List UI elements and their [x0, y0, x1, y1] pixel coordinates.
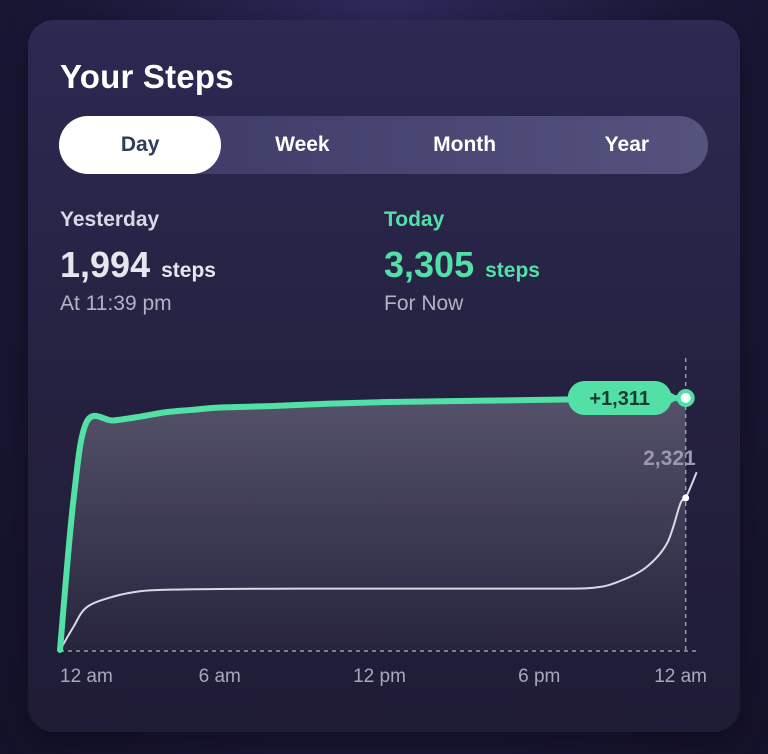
yesterday-line	[59, 472, 698, 651]
today-line	[57, 395, 689, 653]
x-tick-label: 12 pm	[353, 666, 406, 687]
yesterday-stat: Yesterday 1,994 steps At 11:39 pm	[60, 208, 216, 316]
period-tabs: Day Week Month Year	[59, 116, 708, 174]
today-status: For Now	[384, 292, 464, 315]
card-title: Your Steps	[60, 58, 234, 95]
yesterday-steps-unit: steps	[161, 259, 216, 282]
x-tick-label: 12 am	[60, 666, 113, 687]
steps-chart: +1,311 2,321 12 am 6 am 12 pm 6 pm 12 am	[57, 358, 707, 687]
steps-card: Your Steps Day Week Month Year Yesterday…	[28, 20, 740, 732]
yesterday-steps-value: 1,994	[60, 244, 151, 285]
x-tick-label: 6 pm	[518, 666, 560, 687]
difference-label: +1,311	[589, 388, 650, 410]
difference-badge	[567, 381, 672, 415]
today-area-fill	[60, 398, 686, 650]
tab-month[interactable]: Month	[433, 133, 497, 156]
tab-year[interactable]: Year	[604, 133, 650, 156]
yesterday-marker-label: 2,321	[643, 447, 696, 470]
today-label: Today	[384, 208, 445, 231]
tab-day[interactable]: Day	[59, 116, 222, 174]
tab-week[interactable]: Week	[275, 133, 330, 156]
today-steps-value: 3,305	[384, 244, 475, 285]
yesterday-label: Yesterday	[60, 208, 160, 231]
x-tick-label: 12 am	[654, 666, 707, 687]
today-end-point	[676, 389, 695, 407]
today-stat: Today 3,305 steps For Now	[384, 208, 540, 316]
yesterday-time: At 11:39 pm	[60, 292, 172, 315]
difference-badge-pointer	[669, 392, 680, 404]
yesterday-now-point	[682, 494, 690, 502]
x-tick-label: 6 am	[199, 666, 241, 687]
today-steps-unit: steps	[485, 259, 540, 282]
